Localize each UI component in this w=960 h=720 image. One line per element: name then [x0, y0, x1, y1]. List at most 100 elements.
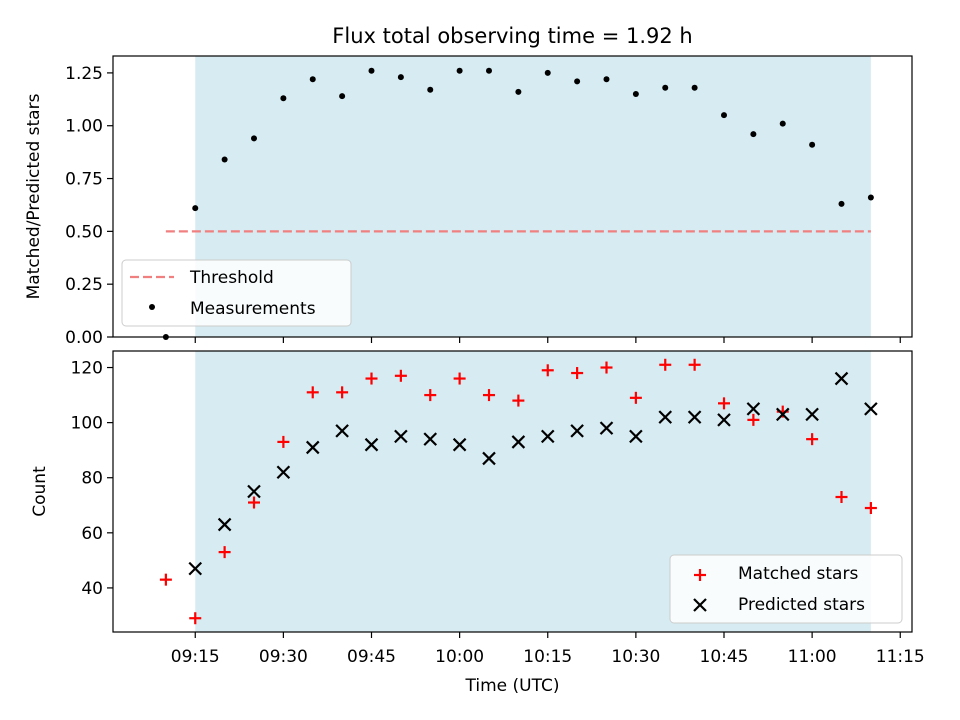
y-tick-label-top: 1.00: [65, 117, 103, 137]
matched-star-point: [688, 358, 701, 371]
predicted-star-point: [834, 371, 849, 386]
y-axis-label-bottom: Count: [30, 466, 50, 517]
matched-star-point: [277, 435, 290, 448]
predicted-star-point: [599, 421, 614, 435]
measurement-point: [397, 74, 404, 81]
matched-star-point: [218, 546, 231, 559]
predicted-star-point: [687, 410, 702, 424]
predicted-star-point: [629, 429, 643, 444]
measurement-point: [544, 69, 551, 76]
predicted-star-point: [482, 451, 496, 466]
predicted-star-point: [658, 410, 673, 424]
x-tick-label: 10:00: [435, 647, 484, 667]
x-tick-label: 11:15: [876, 647, 925, 667]
y-tick-label-bottom: 100: [71, 414, 103, 434]
x-axis-label: Time (UTC): [465, 676, 560, 696]
matched-star-point: [306, 386, 319, 399]
measurement-point: [339, 93, 346, 100]
y-tick-label-top: 0.75: [65, 170, 103, 190]
matched-star-point: [718, 397, 730, 410]
measurement-point: [309, 76, 316, 83]
predicted-star-point: [364, 437, 379, 452]
x-tick-label: 09:15: [171, 647, 220, 667]
measurement-point: [691, 84, 698, 91]
bottom-axes-frame: [112, 350, 913, 633]
y-tick-label-bottom: 80: [81, 469, 103, 489]
matched-star-point: [806, 433, 819, 446]
matched-star-point: [864, 502, 877, 515]
matched-star-point: [747, 413, 760, 426]
measurement-point: [662, 84, 669, 91]
matched-star-point: [541, 364, 554, 377]
predicted-star-point: [394, 429, 408, 444]
measurement-point: [368, 67, 375, 74]
y-tick-label-top: 0.25: [65, 275, 103, 295]
x-tick-label: 10:45: [700, 647, 749, 667]
predicted-star-point: [540, 429, 555, 444]
measurement-point: [221, 156, 228, 163]
legend-matched-swatch: [694, 569, 706, 581]
measurement-point: [779, 120, 786, 127]
matched-star-point: [512, 394, 525, 407]
legend-top: [121, 259, 352, 327]
predicted-star-point: [864, 402, 878, 416]
matched-star-point: [424, 389, 437, 402]
predicted-star-point: [805, 407, 819, 422]
measurement-point: [750, 131, 757, 138]
chart-title: Flux total observing time = 1.92 h: [332, 24, 692, 48]
legend-threshold-label: Threshold: [189, 268, 274, 288]
predicted-star-point: [423, 432, 438, 446]
matched-star-point: [659, 358, 672, 371]
predicted-star-point: [335, 424, 349, 438]
matched-star-point: [835, 491, 848, 504]
measurement-point: [721, 112, 727, 119]
legend-matched-label: Matched stars: [738, 564, 858, 584]
y-tick-label-top: 0.50: [65, 222, 103, 242]
measurement-point: [456, 67, 463, 74]
matched-star-point: [336, 386, 349, 399]
y-tick-label-bottom: 60: [81, 524, 103, 544]
matched-star-point: [248, 496, 260, 509]
x-tick-label: 10:30: [611, 647, 660, 667]
predicted-star-point: [276, 465, 291, 479]
y-tick-label-bottom: 40: [81, 579, 103, 599]
matched-star-point: [483, 389, 495, 402]
matched-star-point: [159, 573, 172, 586]
y-axis-label-top: Matched/Predicted stars: [24, 93, 44, 299]
matched-star-point: [600, 361, 613, 374]
legend-measurements-label: Measurements: [190, 299, 316, 319]
predicted-star-point: [511, 435, 526, 449]
top-axes-frame: [112, 55, 913, 338]
x-tick-label: 09:45: [347, 647, 396, 667]
y-tick-label-top: 0.00: [65, 328, 103, 348]
measurement-point: [632, 91, 639, 98]
predicted-star-point: [570, 424, 584, 438]
measurement-point: [515, 88, 522, 95]
y-tick-label-top: 1.25: [65, 64, 103, 84]
predicted-star-point: [717, 413, 731, 427]
measurement-point: [427, 86, 434, 93]
legend-measurements-swatch: [149, 304, 155, 310]
matched-star-point: [394, 369, 407, 382]
matched-star-point: [365, 372, 378, 385]
measurement-point: [809, 141, 816, 148]
predicted-star-point: [305, 440, 320, 455]
predicted-star-point: [217, 517, 232, 532]
predicted-star-point: [746, 402, 761, 416]
predicted-star-point: [247, 484, 261, 499]
legend-bottom: [669, 554, 903, 624]
predicted-star-point: [188, 561, 203, 576]
measurement-point: [251, 135, 257, 142]
x-tick-label: 11:00: [788, 647, 837, 667]
measurement-point: [280, 95, 287, 102]
measurement-point: [603, 76, 610, 83]
legend-predicted-swatch: [693, 598, 707, 612]
measurement-point: [838, 200, 845, 207]
y-tick-label-bottom: 120: [71, 359, 103, 379]
matched-star-point: [629, 391, 642, 404]
predicted-star-point: [775, 407, 790, 422]
matched-star-point: [189, 612, 202, 625]
measurement-point: [192, 205, 199, 212]
x-tick-label: 09:30: [259, 647, 308, 667]
